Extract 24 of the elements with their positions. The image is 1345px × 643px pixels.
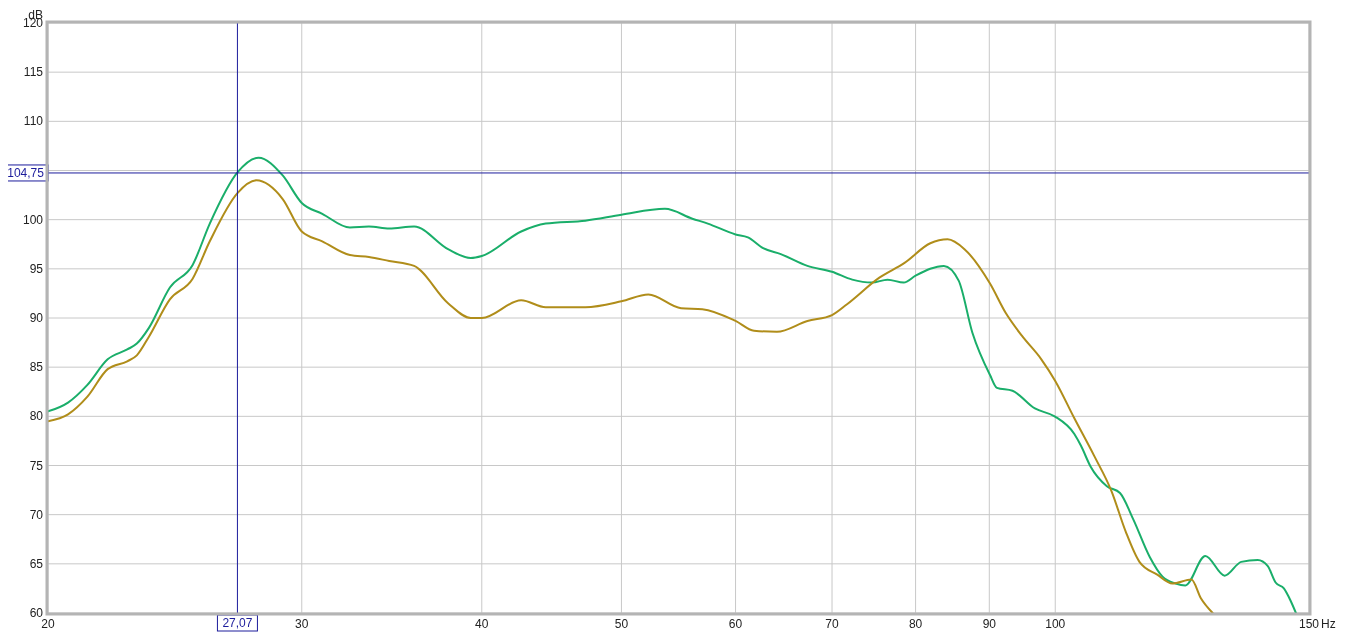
y-tick-label: 115 — [23, 65, 44, 80]
ref-line-label: 104,75 — [7, 165, 45, 180]
x-axis-title: Hz — [1321, 617, 1336, 631]
x-tick-label: 30 — [295, 617, 309, 631]
y-tick-label: 100 — [22, 212, 44, 227]
x-tick-label: 40 — [475, 617, 489, 631]
x-tick-label: 20 — [41, 617, 55, 631]
x-tick-label: 90 — [982, 617, 997, 631]
y-tick-label: 80 — [29, 409, 44, 424]
x-tick-label: 80 — [908, 617, 923, 631]
y-tick-label: 65 — [29, 556, 44, 571]
y-tick-label: 110 — [23, 114, 44, 129]
y-tick-label: 95 — [29, 261, 44, 276]
x-tick-label: 50 — [614, 617, 629, 631]
x-tick-label: 60 — [728, 617, 743, 631]
x-tick-label: 150 — [1298, 617, 1320, 631]
y-tick-label: 60 — [29, 606, 44, 620]
y-tick-label: 90 — [29, 311, 44, 325]
x-tick-label: 100 — [1045, 617, 1066, 631]
y-tick-label: 75 — [29, 458, 44, 473]
ref-line-label: 27,07 — [222, 616, 253, 630]
y-tick-label: 85 — [29, 360, 44, 375]
x-tick-label: 70 — [825, 617, 840, 631]
y-tick-label: 70 — [29, 507, 44, 522]
